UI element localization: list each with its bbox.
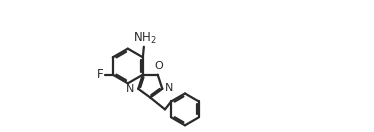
Text: N: N <box>165 83 174 93</box>
Text: N: N <box>126 84 135 94</box>
Text: F: F <box>97 68 104 81</box>
Text: O: O <box>154 61 163 71</box>
Text: NH$_2$: NH$_2$ <box>132 31 156 46</box>
